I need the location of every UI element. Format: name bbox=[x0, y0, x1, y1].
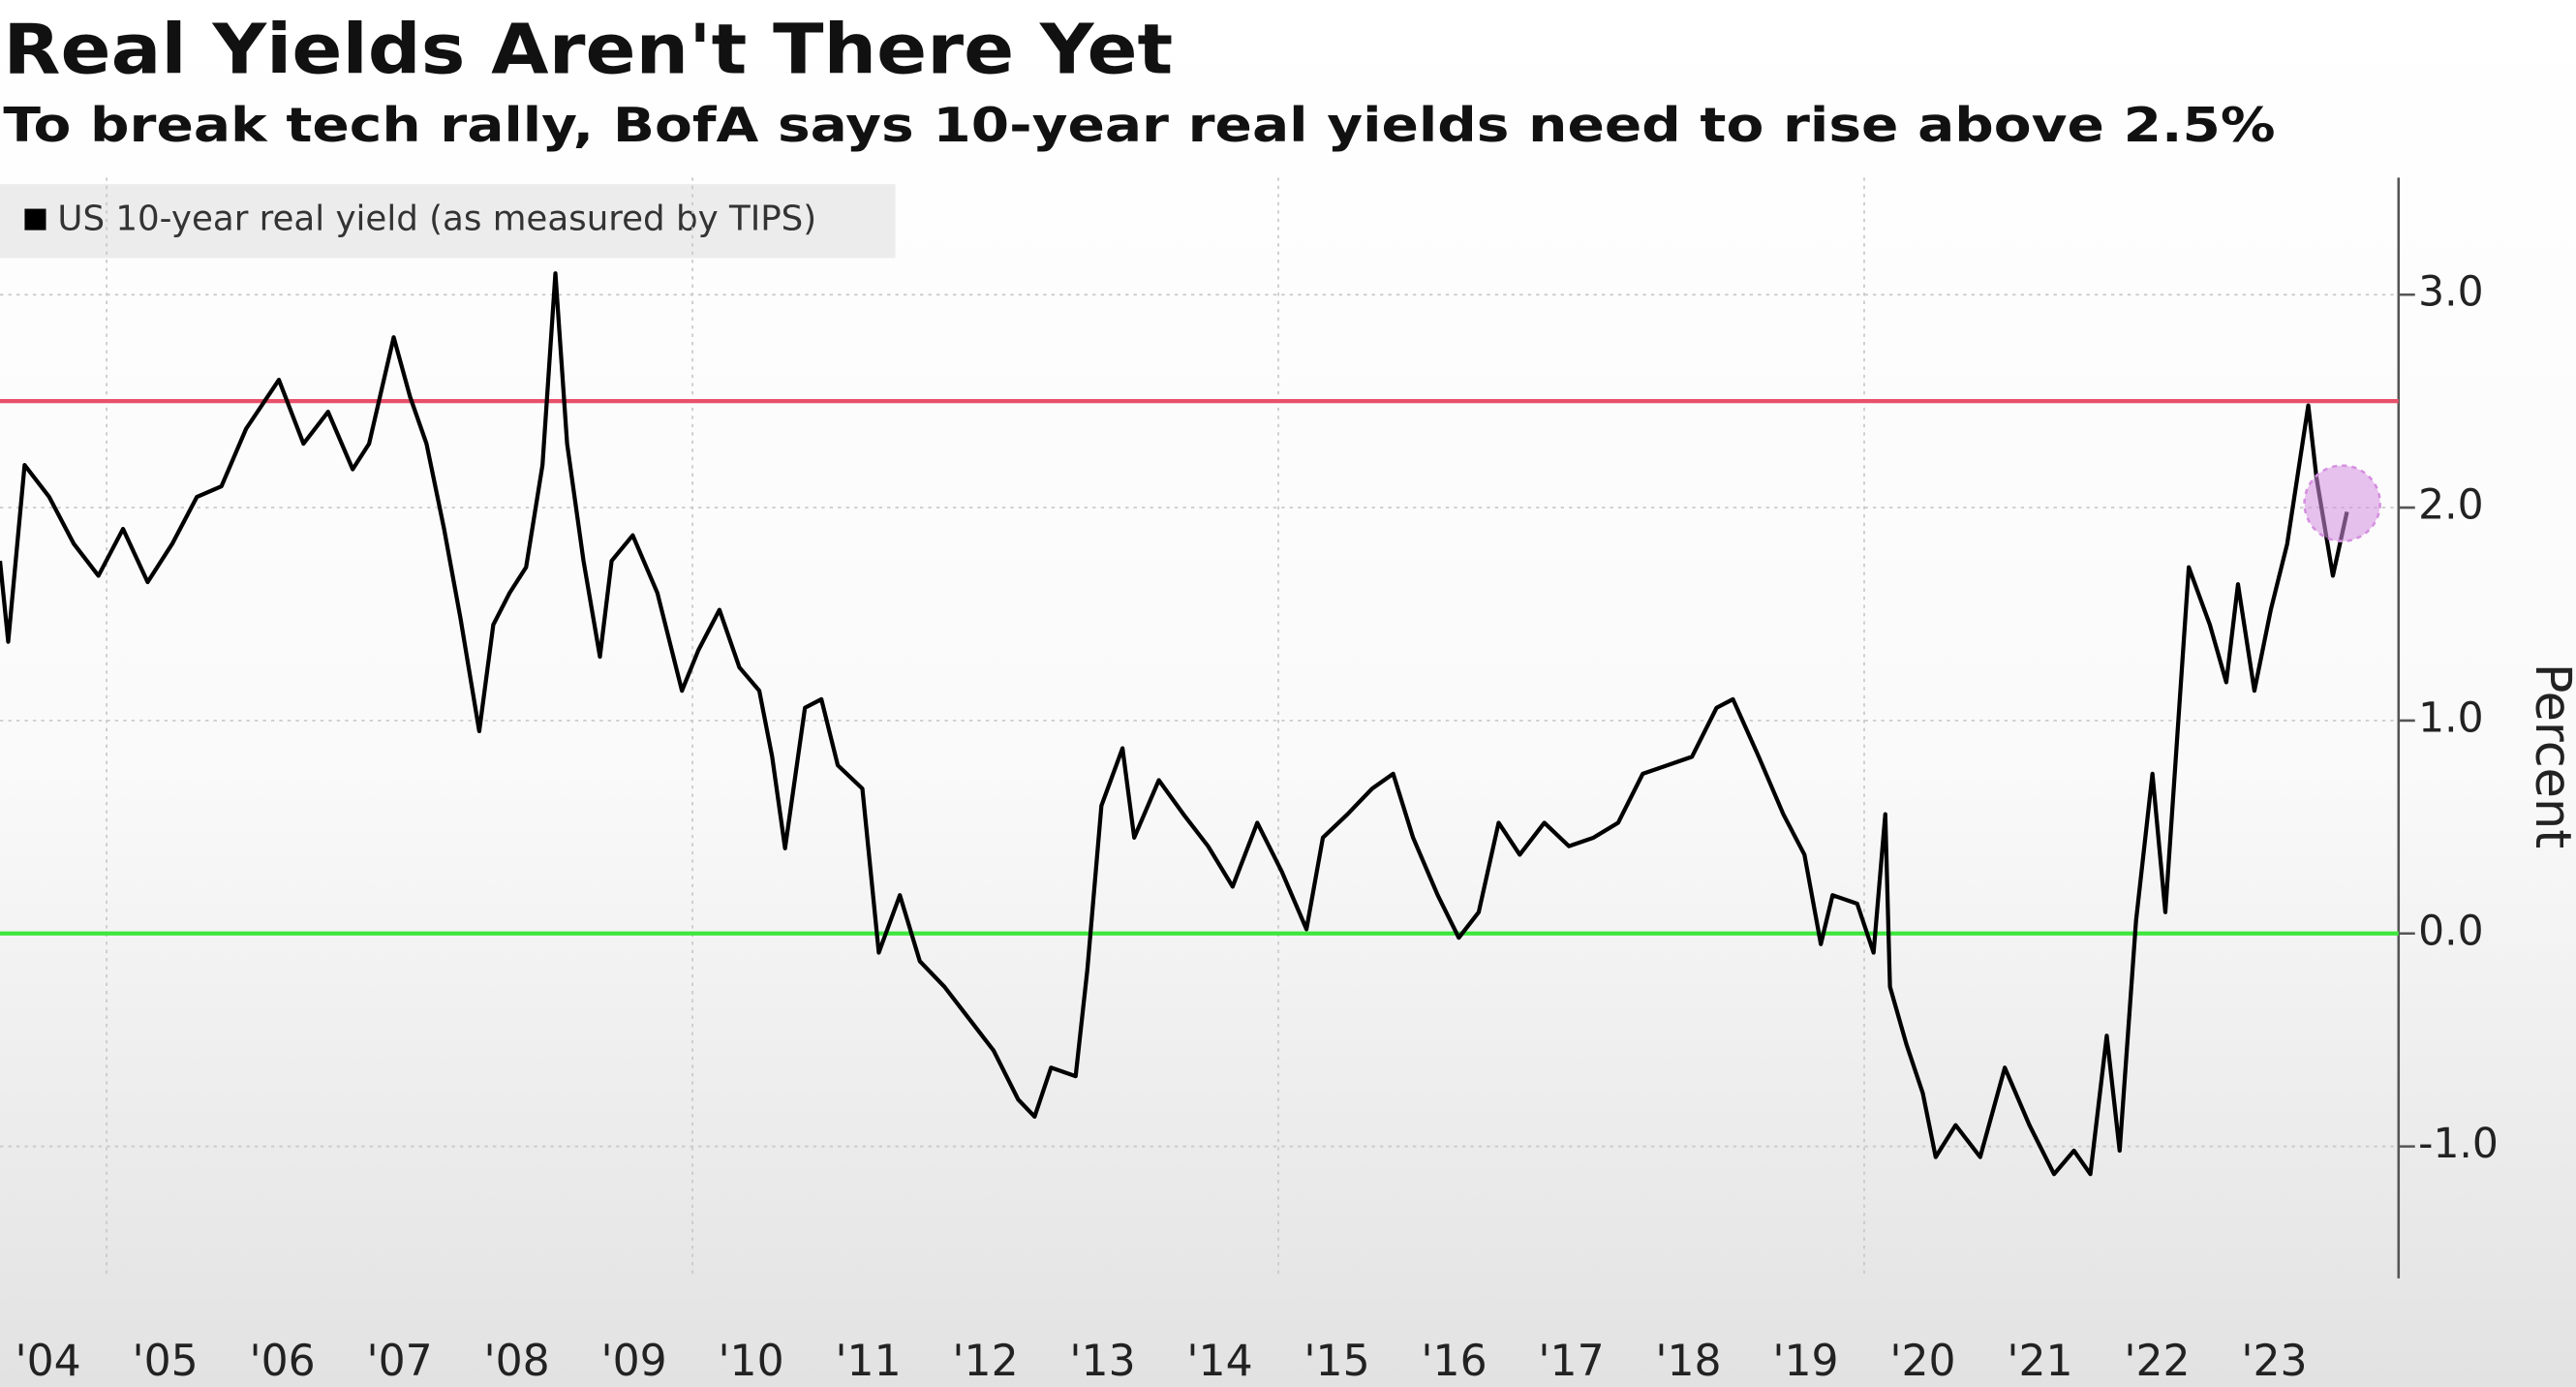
x-tick-label: '17 bbox=[1538, 1337, 1604, 1386]
x-tick-label: '09 bbox=[600, 1337, 666, 1386]
x-tick-label: '10 bbox=[718, 1337, 783, 1386]
x-tick-label: '13 bbox=[1069, 1337, 1135, 1386]
y-tick-label: 1.0 bbox=[2418, 694, 2483, 742]
x-tick-label: '11 bbox=[835, 1337, 901, 1386]
x-tick-label: '22 bbox=[2124, 1337, 2190, 1386]
x-tick-label: '07 bbox=[366, 1337, 432, 1386]
y-tick-label: -1.0 bbox=[2418, 1121, 2499, 1168]
legend-box bbox=[0, 184, 896, 259]
x-tick-label: '08 bbox=[483, 1337, 549, 1386]
y-tick-label: 2.0 bbox=[2418, 482, 2483, 530]
y-tick-label: 0.0 bbox=[2418, 908, 2483, 955]
highlight-circle bbox=[2303, 464, 2381, 542]
x-tick-label: '04 bbox=[15, 1337, 80, 1386]
data-line bbox=[0, 271, 2349, 1177]
y-axis-label: Percent bbox=[2524, 663, 2576, 848]
x-tick-label: '18 bbox=[1655, 1337, 1721, 1386]
legend-swatch bbox=[24, 208, 46, 231]
x-tick-label: '12 bbox=[952, 1337, 1018, 1386]
x-tick-label: '05 bbox=[132, 1337, 198, 1386]
x-tick-label: '15 bbox=[1303, 1337, 1369, 1386]
chart-title: Real Yields Aren't There Yet bbox=[3, 10, 1173, 90]
x-tick-label: '21 bbox=[2007, 1337, 2072, 1386]
chart-subtitle: To break tech rally, BofA says 10-year r… bbox=[3, 97, 2275, 153]
x-tick-label: '20 bbox=[1889, 1337, 1955, 1386]
legend-label: US 10-year real yield (as measured by TI… bbox=[57, 199, 816, 238]
x-tick-label: '14 bbox=[1186, 1337, 1252, 1386]
y-tick-label: 3.0 bbox=[2418, 269, 2483, 317]
x-tick-label: '23 bbox=[2241, 1337, 2307, 1386]
x-tick-label: '06 bbox=[249, 1337, 315, 1386]
x-tick-label: '19 bbox=[1772, 1337, 1838, 1386]
x-tick-label: '16 bbox=[1421, 1337, 1487, 1386]
